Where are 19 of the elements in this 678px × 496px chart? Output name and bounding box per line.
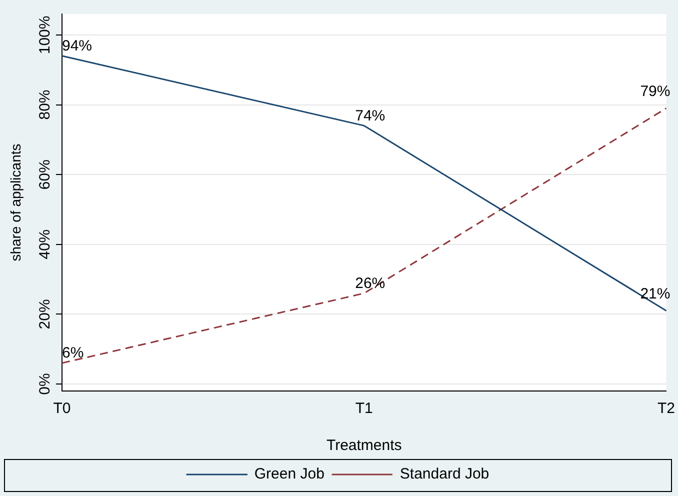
data-label: 74% <box>355 107 386 124</box>
data-label: 6% <box>62 344 84 362</box>
y-tick-label: 0% <box>36 373 54 395</box>
data-label: 26% <box>355 274 386 292</box>
x-tick-label: T1 <box>355 400 373 418</box>
data-label: 94% <box>62 38 92 55</box>
x-tick-label: T0 <box>53 400 71 418</box>
y-tick-label: 100% <box>36 16 54 54</box>
y-tick-label: 20% <box>36 299 54 330</box>
data-label: 21% <box>640 285 670 302</box>
y-axis-title: share of applicants <box>7 144 24 262</box>
x-tick-label: T2 <box>657 400 676 418</box>
legend-label: Standard Job <box>400 466 490 483</box>
y-tick-label: 40% <box>36 229 54 260</box>
y-tick-label: 80% <box>36 90 54 120</box>
data-label: 79% <box>640 82 670 100</box>
legend-label: Green Job <box>254 466 324 483</box>
y-tick-label: 60% <box>36 160 54 190</box>
x-axis-title: Treatments <box>326 437 402 454</box>
